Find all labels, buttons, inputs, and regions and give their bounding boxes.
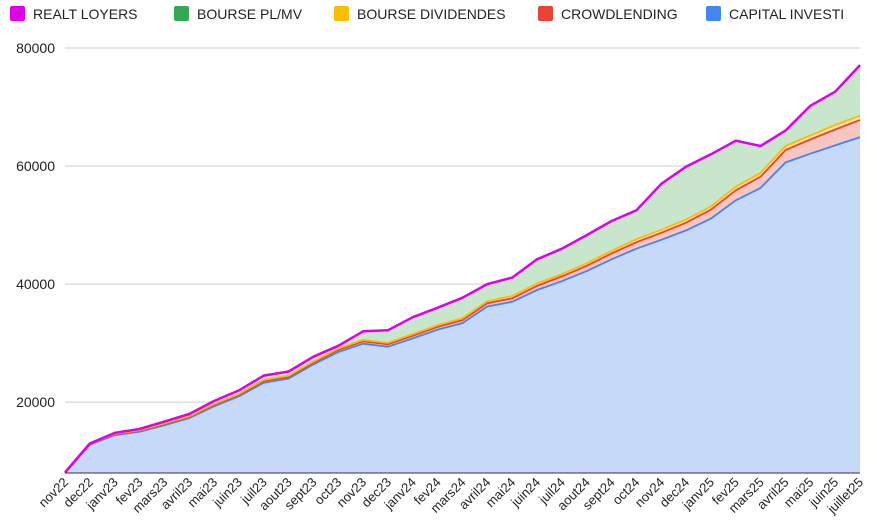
- y-tick-label: 40000: [16, 276, 55, 292]
- legend: REALT LOYERS BOURSE PL/MV BOURSE DIVIDENDE…: [10, 6, 844, 22]
- line-capital-investi: [64, 136, 861, 474]
- legend-item-capital-investi[interactable]: CAPITAL INVESTI: [706, 6, 844, 22]
- y-tick-label: 20000: [16, 394, 55, 410]
- legend-label: CAPITAL INVESTI: [729, 6, 844, 22]
- series-areas: [65, 65, 860, 473]
- area-capital-investi: [65, 137, 860, 473]
- legend-item-bourse-dividendes[interactable]: BOURSE DIVIDENDES: [334, 6, 506, 22]
- legend-swatch-capital-investi: [706, 6, 721, 21]
- legend-label: REALT LOYERS: [33, 6, 138, 22]
- legend-item-realt-loyers[interactable]: REALT LOYERS: [10, 6, 138, 22]
- series-lines: [64, 64, 861, 474]
- legend-label: CROWDLENDING: [561, 6, 678, 22]
- y-tick-label: 60000: [16, 158, 55, 174]
- legend-swatch-bourse-pl-mv: [174, 6, 189, 21]
- legend-label: BOURSE PL/MV: [197, 6, 303, 22]
- y-tick-label: 80000: [16, 40, 55, 56]
- legend-item-bourse-pl-mv[interactable]: BOURSE PL/MV: [174, 6, 303, 22]
- legend-label: BOURSE DIVIDENDES: [357, 6, 506, 22]
- legend-item-crowdlending[interactable]: CROWDLENDING: [538, 6, 678, 22]
- line-bourse-dividendes: [64, 114, 861, 474]
- line-realt-loyers: [64, 64, 861, 474]
- legend-swatch-bourse-dividendes: [334, 6, 349, 21]
- legend-swatch-crowdlending: [538, 6, 553, 21]
- legend-swatch-realt-loyers: [10, 6, 25, 21]
